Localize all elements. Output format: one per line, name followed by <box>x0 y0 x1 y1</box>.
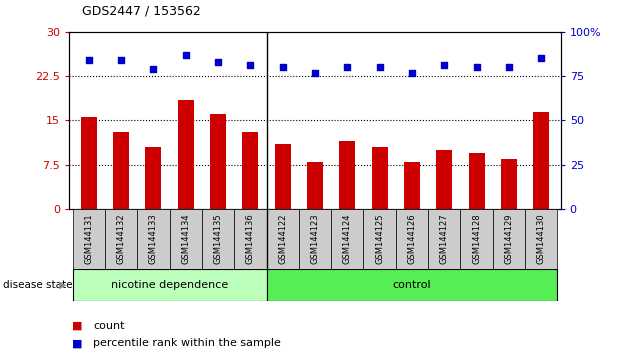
Bar <box>146 147 161 209</box>
Point <box>181 52 191 58</box>
Point <box>342 64 352 70</box>
Point <box>504 64 514 70</box>
Text: GSM144135: GSM144135 <box>214 213 222 264</box>
Text: GSM144126: GSM144126 <box>408 213 416 264</box>
Text: GSM144133: GSM144133 <box>149 213 158 264</box>
Text: GSM144129: GSM144129 <box>505 214 513 264</box>
Bar <box>428 209 461 269</box>
Bar <box>372 147 387 209</box>
Bar <box>137 209 169 269</box>
Bar <box>339 141 355 209</box>
Text: GSM144134: GSM144134 <box>181 213 190 264</box>
Bar <box>169 209 202 269</box>
Bar <box>234 209 266 269</box>
Bar <box>113 132 129 209</box>
Text: ■: ■ <box>72 321 86 331</box>
Bar <box>396 209 428 269</box>
Text: GSM144128: GSM144128 <box>472 213 481 264</box>
Text: GSM144132: GSM144132 <box>117 213 125 264</box>
Bar <box>178 100 194 209</box>
Point <box>84 57 94 63</box>
Bar <box>299 209 331 269</box>
Point <box>472 64 482 70</box>
Point <box>213 59 223 65</box>
Point <box>245 63 255 68</box>
Text: nicotine dependence: nicotine dependence <box>111 280 228 290</box>
Point <box>116 57 126 63</box>
Bar <box>533 112 549 209</box>
Text: GSM144122: GSM144122 <box>278 214 287 264</box>
Bar <box>275 144 291 209</box>
Bar <box>72 209 105 269</box>
Point <box>148 66 158 72</box>
Bar <box>81 118 97 209</box>
Text: GSM144123: GSM144123 <box>311 213 319 264</box>
Text: GSM144127: GSM144127 <box>440 213 449 264</box>
Text: GSM144131: GSM144131 <box>84 213 93 264</box>
Bar <box>266 269 558 301</box>
Point <box>439 63 449 68</box>
Point <box>278 64 288 70</box>
Point <box>407 70 417 75</box>
Text: ■: ■ <box>72 338 86 348</box>
Bar <box>493 209 525 269</box>
Point <box>310 70 320 75</box>
Text: count: count <box>93 321 125 331</box>
Bar <box>210 114 226 209</box>
Text: disease state: disease state <box>3 280 72 290</box>
Point <box>375 64 385 70</box>
Bar <box>404 162 420 209</box>
Text: percentile rank within the sample: percentile rank within the sample <box>93 338 281 348</box>
Bar <box>436 150 452 209</box>
Bar <box>331 209 364 269</box>
Bar <box>469 153 484 209</box>
Bar <box>461 209 493 269</box>
Text: GSM144125: GSM144125 <box>375 214 384 264</box>
Bar <box>364 209 396 269</box>
Point <box>536 56 546 61</box>
Text: GSM144130: GSM144130 <box>537 213 546 264</box>
Bar <box>243 132 258 209</box>
Text: GDS2447 / 153562: GDS2447 / 153562 <box>82 5 200 18</box>
Text: GSM144136: GSM144136 <box>246 213 255 264</box>
Bar <box>105 209 137 269</box>
Bar <box>266 209 299 269</box>
Text: ▶: ▶ <box>59 280 66 290</box>
Text: GSM144124: GSM144124 <box>343 214 352 264</box>
Text: control: control <box>392 280 432 290</box>
Bar <box>202 209 234 269</box>
Bar <box>307 162 323 209</box>
Bar <box>525 209 558 269</box>
Bar <box>72 269 266 301</box>
Bar <box>501 159 517 209</box>
